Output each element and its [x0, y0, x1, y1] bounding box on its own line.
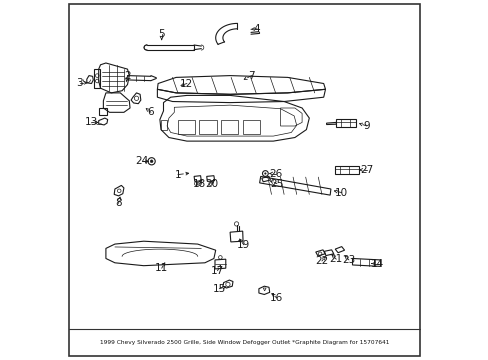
- Text: 27: 27: [360, 165, 373, 175]
- Text: 14: 14: [370, 258, 384, 269]
- Circle shape: [264, 172, 266, 175]
- Text: 25: 25: [270, 179, 283, 189]
- Bar: [242, 120, 260, 134]
- Text: 2: 2: [124, 71, 131, 81]
- Text: 16: 16: [270, 293, 283, 303]
- Bar: [178, 120, 195, 134]
- Text: 10: 10: [334, 188, 347, 198]
- Text: 9: 9: [363, 121, 369, 131]
- Text: 13: 13: [85, 117, 98, 127]
- Text: 17: 17: [210, 266, 224, 276]
- Text: 1: 1: [174, 170, 181, 180]
- Text: 6: 6: [147, 107, 154, 117]
- Text: 7: 7: [248, 71, 254, 81]
- Text: 5: 5: [158, 29, 164, 39]
- Text: 11: 11: [155, 263, 168, 273]
- Bar: [199, 120, 216, 134]
- Text: 1999 Chevy Silverado 2500 Grille, Side Window Defogger Outlet *Graphite Diagram : 1999 Chevy Silverado 2500 Grille, Side W…: [100, 340, 388, 345]
- Bar: [221, 120, 238, 134]
- Text: 4: 4: [253, 24, 260, 34]
- Text: 23: 23: [342, 255, 355, 265]
- Circle shape: [150, 160, 153, 163]
- Text: 26: 26: [269, 168, 282, 179]
- Text: 24: 24: [135, 156, 148, 166]
- Text: 18: 18: [192, 179, 206, 189]
- Text: 21: 21: [329, 254, 342, 264]
- Text: 20: 20: [204, 179, 218, 189]
- Text: 12: 12: [180, 78, 193, 89]
- Text: 19: 19: [237, 240, 250, 250]
- Text: 8: 8: [115, 198, 122, 208]
- Text: 3: 3: [76, 78, 83, 88]
- Text: 22: 22: [315, 256, 328, 266]
- Text: 15: 15: [212, 284, 225, 294]
